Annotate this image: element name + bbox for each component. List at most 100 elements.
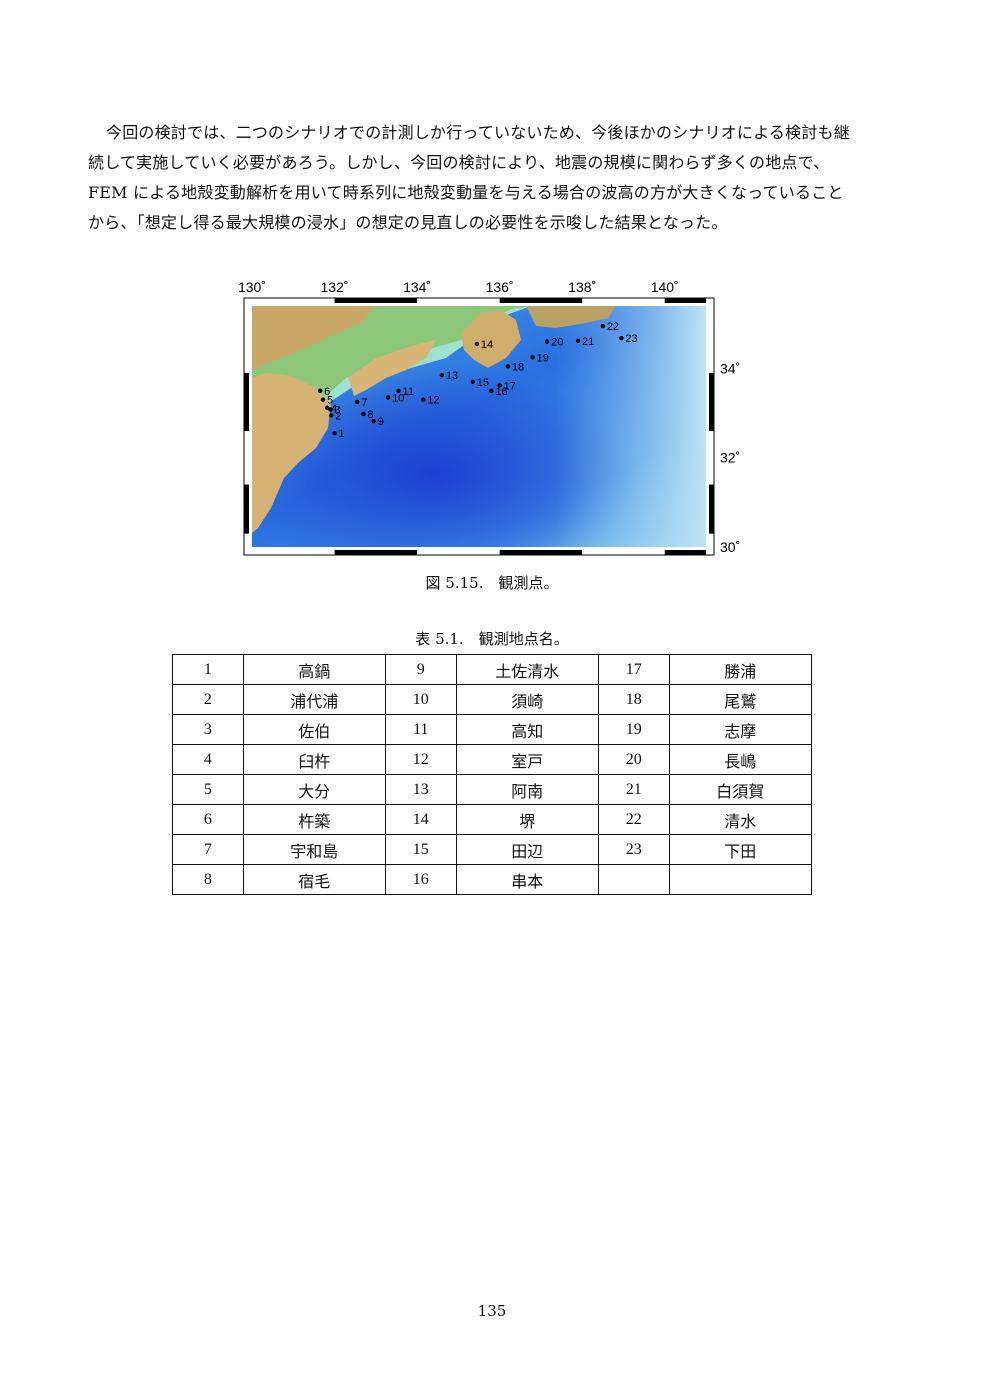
frame-bar-bottom	[664, 550, 706, 555]
station-label: 7	[361, 397, 367, 409]
station-number: 5	[172, 774, 244, 805]
station-name: 室戸	[455, 744, 599, 775]
station-name: 宿毛	[242, 864, 386, 895]
station-marker	[575, 338, 581, 344]
table-row: 1 高鍋 9 土佐清水 17 勝浦	[172, 654, 813, 685]
station-label: 6	[324, 386, 330, 398]
station-marker	[544, 339, 550, 344]
station-marker	[505, 364, 511, 369]
station-name: 浦代浦	[242, 684, 386, 715]
paragraph-line-4: から、「想定し得る最大規模の浸水」の想定の見直しの必要性を示唆した結果となった。	[88, 213, 728, 232]
station-number: 20	[597, 744, 670, 775]
station-number: 6	[172, 804, 244, 835]
station-marker	[361, 411, 366, 417]
station-marker	[619, 335, 624, 341]
map-svg: 130˚ 132˚ 134˚ 136˚ 138˚ 140˚34˚32˚30˚ 123456…	[238, 279, 740, 556]
land-kii	[461, 310, 521, 368]
station-number: 1	[172, 654, 244, 685]
station-name: 尾鷲	[668, 684, 813, 715]
frame-bar-right	[709, 372, 714, 431]
station-name: 串本	[455, 864, 599, 895]
station-number: 19	[597, 714, 670, 745]
station-name: 佐伯	[242, 714, 386, 745]
paragraph-line-1: 今回の検討では、二つのシナリオでの計測しか行っていないため、今後ほかのシナリオに…	[106, 123, 850, 142]
table-row: 6 杵築 14 堺 22 清水	[172, 804, 813, 835]
station-marker	[530, 355, 535, 360]
station-number: 22	[597, 804, 670, 835]
station-marker	[421, 397, 426, 402]
station-marker	[396, 388, 401, 393]
lat-tick-label: 34˚	[720, 360, 740, 376]
table-row: 4 臼杵 12 室戸 20 長嶋	[172, 744, 813, 775]
station-number: 2	[172, 684, 244, 715]
paragraph-line-2: 続して実施していく必要があろう。しかし、今回の検討により、地震の規模に関わらず多…	[88, 153, 830, 172]
station-number: 23	[597, 834, 670, 865]
shallow-sea-east	[556, 306, 706, 547]
station-name: 清水	[668, 804, 813, 835]
station-marker	[320, 397, 326, 402]
station-label: 23	[625, 333, 637, 345]
station-name: 下田	[668, 834, 813, 865]
table-row: 7 宇和島 15 田辺 23 下田	[172, 834, 813, 865]
station-number: 13	[384, 774, 457, 805]
station-marker	[355, 399, 360, 405]
station-label: 22	[607, 321, 619, 333]
station-label: 1	[339, 428, 345, 440]
observation-table: 1 高鍋 9 土佐清水 17 勝浦 2 浦代浦 10 須崎 18 尾鷲 3 佐伯 11 高知 19 志摩 4 臼杵 12…	[172, 654, 813, 895]
station-name: 志摩	[668, 714, 813, 745]
station-number: 9	[384, 654, 457, 685]
station-label: 15	[477, 377, 489, 389]
station-label: 3	[334, 405, 340, 417]
lon-tick-label: 132˚	[321, 279, 349, 295]
table-row: 3 佐伯 11 高知 19 志摩	[172, 714, 813, 745]
land-chubu	[526, 306, 616, 328]
station-number: 18	[597, 684, 670, 715]
lon-tick-label: 140˚	[651, 279, 679, 295]
station-name: 臼杵	[242, 744, 386, 775]
station-name: 高鍋	[242, 654, 386, 685]
station-label: 8	[367, 409, 373, 421]
land-shikoku	[348, 340, 436, 396]
station-label: 14	[481, 339, 493, 351]
table-row: 2 浦代浦 10 須崎 18 尾鷲	[172, 684, 813, 715]
station-marker	[600, 323, 606, 329]
station-number: 3	[172, 714, 244, 745]
station-label: 20	[551, 337, 563, 349]
station-marker	[329, 413, 334, 418]
land-kyushu	[252, 373, 331, 533]
station-number: 11	[384, 714, 457, 745]
body-paragraph: 今回の検討では、二つのシナリオでの計測しか行っていないため、今後ほかのシナリオに…	[88, 118, 908, 238]
frame-bar-left	[244, 484, 249, 534]
station-number: 16	[384, 864, 457, 895]
station-marker	[474, 341, 480, 347]
station-label: 17	[504, 380, 516, 392]
station-name: 白須賀	[668, 774, 813, 805]
station-number: 12	[384, 744, 457, 775]
table-caption: 表 5.1. 観測地点名。	[415, 630, 569, 648]
lon-tick-label: 136˚	[486, 279, 514, 295]
station-name: 勝浦	[668, 654, 813, 685]
station-number: 7	[172, 834, 244, 865]
lon-tick-label: 130˚	[238, 279, 266, 295]
station-marker	[317, 388, 323, 393]
station-marker	[324, 405, 330, 410]
station-number: 8	[172, 864, 244, 895]
station-marker	[332, 430, 337, 436]
frame-bar-right	[709, 484, 714, 534]
station-name: 杵築	[242, 804, 386, 835]
paragraph-line-3: FEM による地殻変動解析を用いて時系列に地殻変動量を与える場合の波高の方が大き…	[88, 183, 844, 202]
station-label: 19	[537, 352, 549, 364]
station-name: 宇和島	[242, 834, 386, 865]
station-label: 2	[335, 410, 341, 422]
table-row: 8 宿毛 16 串本	[172, 864, 813, 895]
station-marker	[386, 395, 391, 400]
station-number: 17	[597, 654, 670, 685]
station-label: 21	[582, 336, 594, 348]
lon-tick-label: 134˚	[403, 279, 431, 295]
station-label: 5	[327, 395, 333, 407]
station-label: 12	[427, 395, 439, 407]
frame-bar-bottom	[499, 550, 583, 555]
station-label: 11	[403, 386, 414, 398]
station-name	[668, 864, 813, 895]
